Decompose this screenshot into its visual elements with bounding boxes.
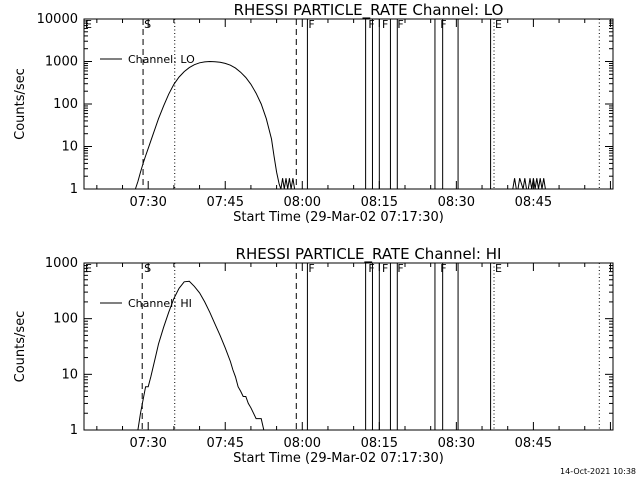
y-tick-label: 1000 bbox=[45, 256, 78, 271]
y-axis-title: Counts/sec bbox=[13, 68, 28, 140]
y-tick-label: 100 bbox=[53, 97, 78, 112]
x-tick-label: 08:00 bbox=[284, 436, 321, 451]
plot-frame bbox=[83, 262, 614, 431]
chart-panel-0: RHESSI PARTICLE_RATE Channel: LO 1 10 100 10… bbox=[13, 1, 614, 225]
legend-label: Channel: HI bbox=[128, 297, 192, 310]
series-line bbox=[512, 178, 546, 190]
y-tick-label: 10000 bbox=[37, 12, 78, 27]
flag-label: E bbox=[85, 18, 92, 31]
x-tick-label: 07:45 bbox=[207, 436, 244, 451]
flag-label: F bbox=[308, 18, 314, 31]
flag-label: F bbox=[308, 262, 314, 275]
x-axis-title: Start Time (29-Mar-02 07:17:30) bbox=[233, 210, 444, 225]
y-tick-label: 100 bbox=[53, 312, 78, 327]
legend-label: Channel: LO bbox=[128, 53, 195, 66]
x-tick-label: 08:30 bbox=[438, 436, 475, 451]
flag-label: E bbox=[495, 262, 502, 275]
y-tick-label: 1 bbox=[70, 423, 78, 438]
flag-label: F bbox=[368, 262, 374, 275]
flag-label: F bbox=[397, 18, 403, 31]
flag-label: S bbox=[144, 262, 151, 275]
flag-label: F bbox=[440, 262, 446, 275]
x-tick-label: 08:15 bbox=[361, 436, 398, 451]
series-line bbox=[137, 280, 265, 431]
chart-panel-1: RHESSI PARTICLE_RATE Channel: HI 1 10 100 10… bbox=[13, 245, 614, 466]
series-line bbox=[134, 60, 296, 190]
flag-label: F bbox=[440, 18, 446, 31]
x-tick-label: 08:15 bbox=[361, 195, 398, 210]
flag-label: E bbox=[85, 262, 92, 275]
chart-title: RHESSI PARTICLE_RATE Channel: HI bbox=[236, 245, 502, 264]
flag-label: F bbox=[397, 262, 403, 275]
flag-label: F bbox=[382, 18, 388, 31]
x-tick-label: 08:45 bbox=[515, 436, 552, 451]
flag-label: F bbox=[368, 18, 374, 31]
flag-label: F bbox=[382, 262, 388, 275]
y-tick-label: 10 bbox=[61, 367, 78, 382]
y-axis-title: Counts/sec bbox=[13, 311, 28, 383]
y-tick-label: 1000 bbox=[45, 55, 78, 70]
flag-label: E bbox=[495, 18, 502, 31]
x-axis-title: Start Time (29-Mar-02 07:17:30) bbox=[233, 451, 444, 466]
y-tick-label: 10 bbox=[61, 140, 78, 155]
plot-frame bbox=[83, 18, 614, 190]
timestamp: 14-Oct-2021 10:38 bbox=[560, 467, 636, 476]
x-tick-label: 08:30 bbox=[438, 195, 475, 210]
y-tick-label: 1 bbox=[70, 182, 78, 197]
x-tick-label: 07:30 bbox=[129, 436, 166, 451]
flag-label: S bbox=[144, 18, 151, 31]
x-tick-label: 07:30 bbox=[129, 195, 166, 210]
x-tick-label: 08:00 bbox=[284, 195, 321, 210]
chart-title: RHESSI PARTICLE_RATE Channel: LO bbox=[234, 1, 504, 20]
x-tick-label: 07:45 bbox=[207, 195, 244, 210]
x-tick-label: 08:45 bbox=[515, 195, 552, 210]
